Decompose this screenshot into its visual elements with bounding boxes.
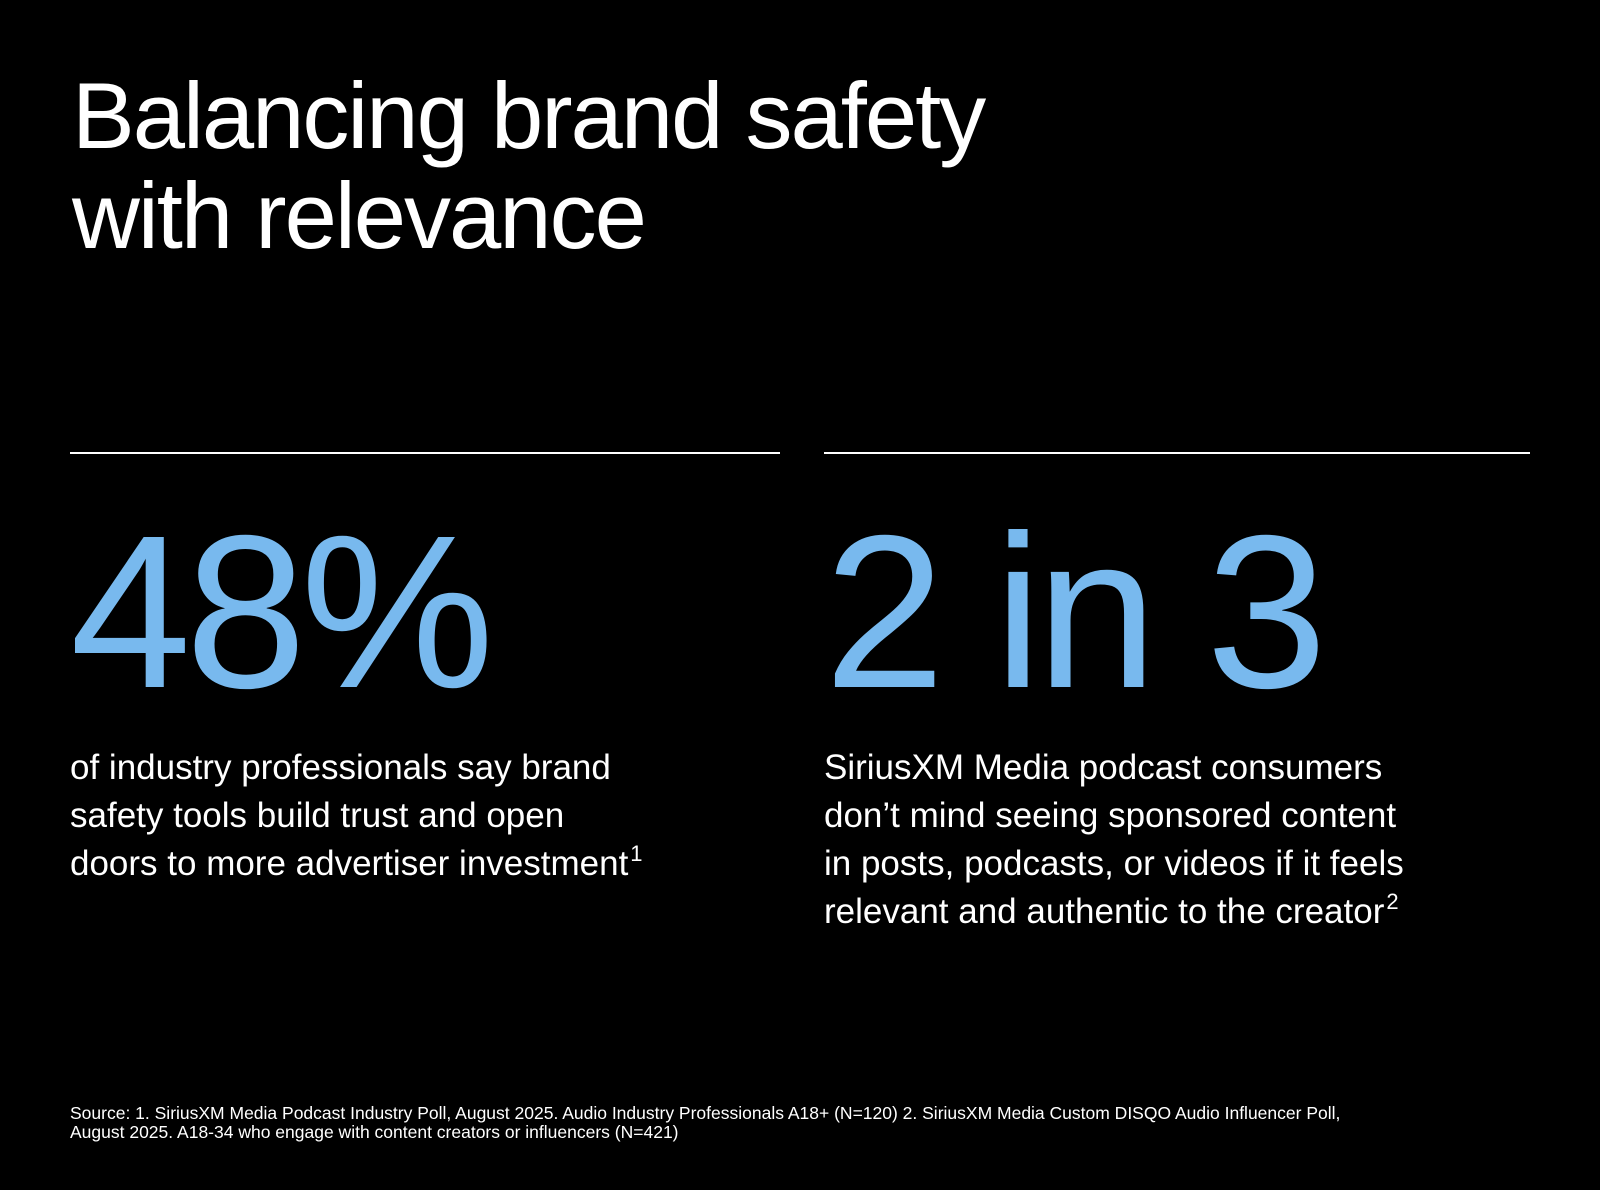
stat-description-text: doors to more advertiser investment <box>70 844 629 883</box>
source-footnote: Source: 1. SiriusXM Media Podcast Indust… <box>70 1104 1530 1142</box>
stat-description-line: safety tools build trust and open <box>70 796 565 835</box>
page-title-line-2: with relevance <box>72 163 647 268</box>
stat-description-line: SiriusXM Media podcast consumers <box>824 748 1383 787</box>
stat-description-text: relevant and authentic to the creator <box>824 892 1385 931</box>
page-title: Balancing brand safety with relevance <box>72 66 1172 266</box>
stat-divider <box>824 452 1530 454</box>
footnote-marker: 2 <box>1386 889 1399 914</box>
stat-description-line: in posts, podcasts, or videos if it feel… <box>824 844 1404 883</box>
footnote-marker: 1 <box>630 841 643 866</box>
source-line-1: Source: 1. SiriusXM Media Podcast Indust… <box>70 1103 1341 1123</box>
stat-description-line: don’t mind seeing sponsored content <box>824 796 1397 835</box>
stat-description-line: relevant and authentic to the creator2 <box>824 888 1530 936</box>
stat-description: SiriusXM Media podcast consumers don’t m… <box>824 744 1530 936</box>
stat-description: of industry professionals say brand safe… <box>70 744 780 888</box>
stat-block-48-percent: 48% of industry professionals say brand … <box>70 452 780 888</box>
stat-divider <box>70 452 780 454</box>
stat-value: 48% <box>70 491 494 734</box>
stat-description-line: of industry professionals say brand <box>70 748 611 787</box>
stat-description-line: doors to more advertiser investment1 <box>70 840 780 888</box>
stat-block-2-in-3: 2 in 3 SiriusXM Media podcast consumers … <box>824 452 1530 936</box>
page-title-line-1: Balancing brand safety <box>72 63 986 168</box>
source-line-2: August 2025. A18-34 who engage with cont… <box>70 1122 679 1142</box>
stat-value: 2 in 3 <box>824 491 1327 734</box>
